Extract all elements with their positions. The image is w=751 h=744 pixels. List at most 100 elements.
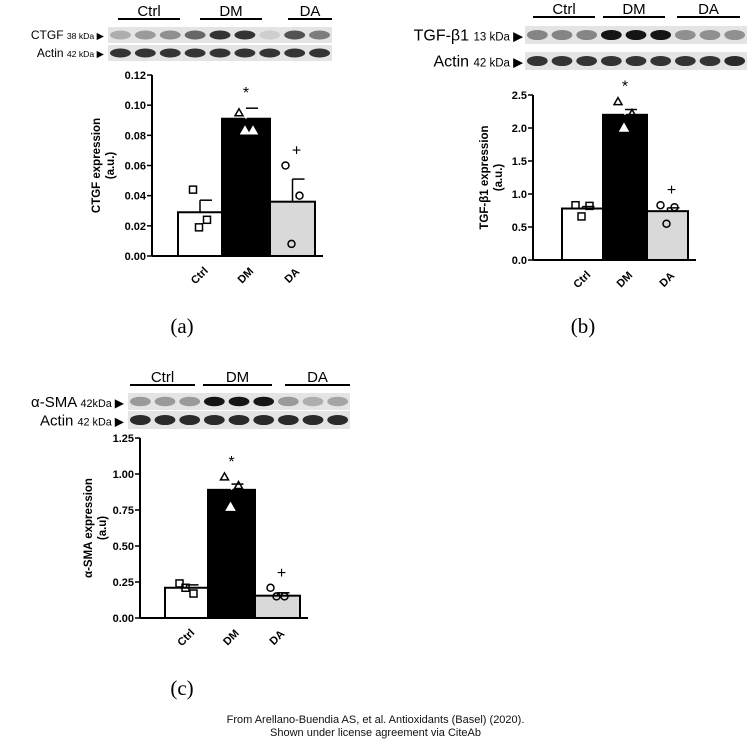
data-point-circle [272,592,281,601]
x-tick-label: Ctrl [175,627,197,649]
y-tick-label: 0.00 [125,251,146,263]
blot-band [302,414,324,426]
bar-dm [221,117,271,257]
y-tick-label: 0.04 [125,191,147,203]
y-axis-label: TGF-β1 expression [479,125,491,229]
data-point-triangle [225,501,236,511]
blot-band [526,55,548,67]
data-point-triangle [612,96,624,106]
blot-band [309,30,331,40]
blot-band [234,48,256,58]
y-axis-label: α-SMA expression [83,478,95,578]
blot-band [600,55,622,67]
blot-band [209,48,231,58]
blot-group-label: Ctrl [552,1,575,18]
blot-band [724,55,746,67]
blot-band [277,414,299,426]
blot-band [724,29,746,41]
panel-label: (b) [571,314,596,338]
significance-marker: + [277,565,286,582]
y-axis-label: CTGF expression [91,118,103,213]
blot-band [576,55,598,67]
data-point-triangle [247,125,259,135]
blot-band [109,30,131,40]
y-tick-label: 0.25 [113,577,134,589]
significance-marker: * [243,85,249,102]
significance-marker: * [622,79,628,96]
blot-band [154,396,176,407]
blot-band [284,30,306,40]
y-tick-label: 0.08 [125,130,146,142]
data-point-circle [295,191,304,200]
data-point-circle [662,219,671,228]
x-tick-label: Ctrl [571,269,593,291]
y-axis-label-unit: (a.u.) [105,152,117,180]
x-tick-label: DA [658,270,678,290]
panel-a: Ctrl DM DA CTGF 38 kDa ▶ Actin 42 kDa ▶ 0.00 0… [31,3,332,338]
y-axis-label-unit: (a.u.) [493,164,505,192]
y-tick-label: 0.10 [125,100,146,112]
y-tick-label: 0.75 [113,505,134,517]
x-tick-label: DM [615,270,636,291]
blot-band [551,55,573,67]
bar-da [646,210,689,262]
blot-band [129,396,151,407]
data-point-triangle [233,107,245,117]
blot-band [650,29,672,41]
blot-group-label: Ctrl [151,369,174,386]
significance-marker: + [667,182,676,199]
blot-band [184,30,206,40]
bar-dm [207,488,256,619]
y-tick-label: 0.50 [113,541,134,553]
blot-band [576,29,598,41]
data-point-square [194,223,204,232]
data-point-circle [656,200,665,210]
blot-band [234,30,256,40]
y-tick-label: 0.00 [113,613,134,625]
blot-group-label: DA [300,3,321,20]
blot-row-label: CTGF 38 kDa ▶ [31,28,105,42]
y-tick-label: 2.5 [512,90,527,102]
blot-band [134,30,156,40]
blot-band [134,48,156,58]
blot-band [129,414,151,426]
blot-row-label: Actin 42 kDa ▶ [37,46,105,60]
y-tick-label: 1.5 [512,156,527,168]
blot-band [203,414,225,426]
panel-c: Ctrl DM DA α-SMA 42kDa ▶Actin 42 kDa ▶ 0.00 0… [31,369,350,700]
data-point-square [577,212,586,221]
x-tick-label: DA [283,266,303,286]
blot-band [203,396,225,407]
data-point-triangle [618,122,630,132]
blot-band [228,396,250,407]
data-point-circle [281,161,290,170]
data-point-square [181,583,190,593]
blot-band [184,48,206,58]
data-point-triangle [239,125,251,135]
data-point-square [571,200,580,210]
blot-band [625,55,647,67]
blot-band [159,48,181,58]
blot-row-label: Actin 42 kDa ▶ [40,412,125,429]
x-tick-label: DA [268,628,288,648]
significance-marker: * [228,454,234,471]
blot-band [179,414,201,426]
bar-ctrl [177,211,223,257]
blot-band [179,396,201,407]
x-tick-label: Ctrl [189,265,211,287]
blot-band [259,30,281,40]
significance-marker: + [292,143,301,160]
blot-band [302,396,324,407]
blot-row-label: α-SMA 42kDa ▶ [31,394,125,411]
y-tick-label: 1.0 [512,189,527,201]
y-tick-label: 0.12 [125,70,146,82]
blot-band [228,414,250,426]
blot-band [674,29,696,41]
blot-band [650,55,672,67]
blot-band [551,29,573,41]
blot-band [253,396,275,407]
blot-band [674,55,696,67]
blot-row-label: TGF-β1 13 kDa ▶ [414,28,524,45]
blot-band [600,29,622,41]
